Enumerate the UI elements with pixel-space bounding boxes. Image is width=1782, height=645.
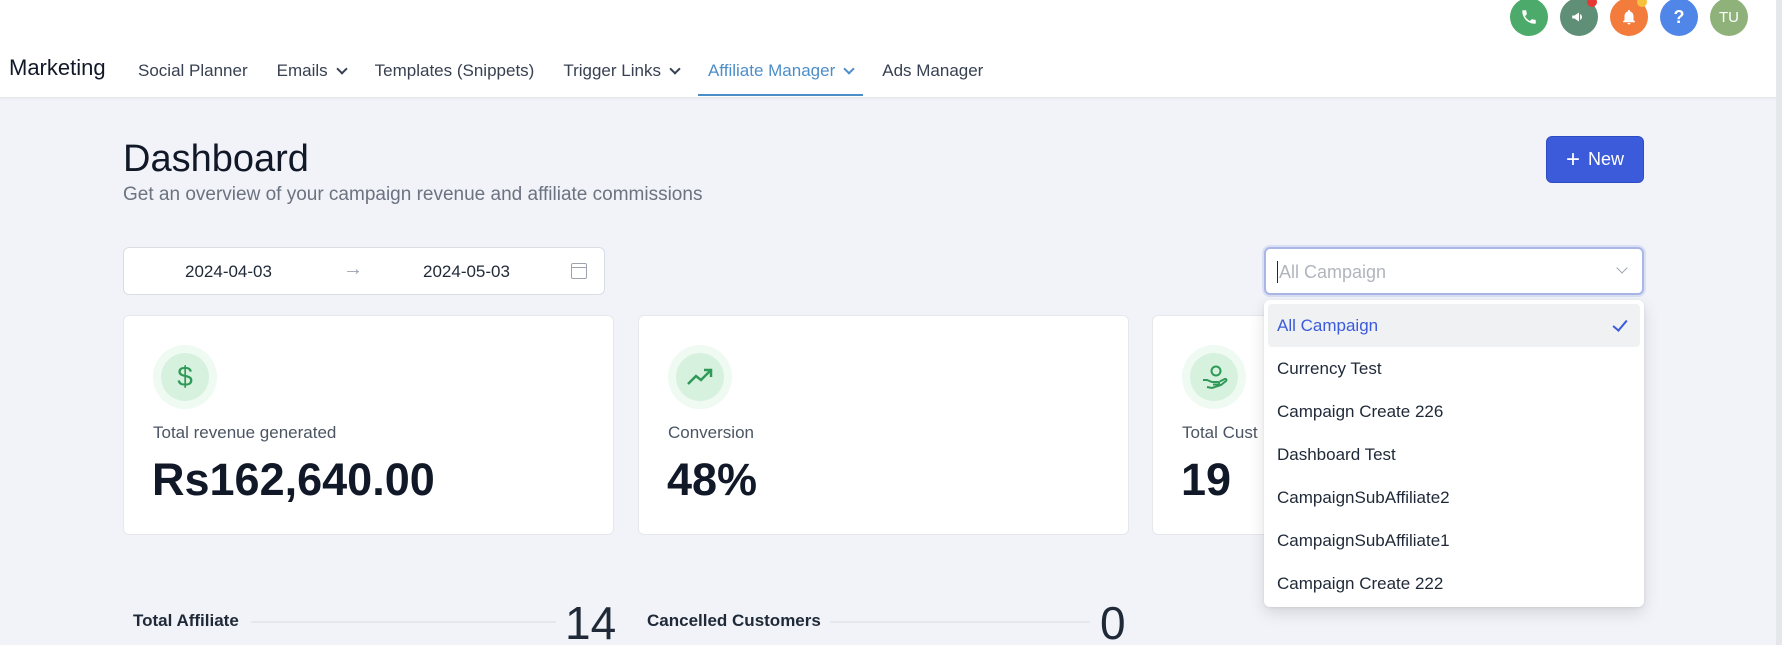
nav-label: Emails: [276, 61, 328, 80]
notification-dot: [1637, 0, 1647, 7]
chevron-down-icon: [843, 63, 855, 75]
campaign-option[interactable]: Dashboard Test: [1277, 444, 1396, 464]
card-label: Total Cust: [1182, 423, 1258, 442]
card-value: Rs162,640.00: [152, 454, 435, 505]
stat-value: 0: [1100, 597, 1126, 645]
card-value: 19: [1181, 454, 1232, 505]
nav-label: Trigger Links: [563, 61, 661, 80]
nav-ads-manager[interactable]: Ads Manager: [872, 48, 993, 94]
calendar-icon[interactable]: [571, 263, 587, 279]
text-cursor: [1277, 261, 1278, 283]
date-start-input[interactable]: 2024-04-03: [185, 262, 272, 281]
nav-label: Affiliate Manager: [707, 61, 836, 80]
nav-templates[interactable]: Templates (Snippets): [365, 48, 545, 94]
nav-social-planner[interactable]: Social Planner: [128, 48, 258, 94]
campaign-select-placeholder: All Campaign: [1279, 262, 1387, 282]
help-icon[interactable]: ?: [1660, 0, 1698, 36]
campaign-select[interactable]: All Campaign: [1264, 247, 1644, 295]
check-icon: [1612, 316, 1628, 332]
divider: [251, 621, 556, 623]
conversion-card: Conversion 48%: [638, 315, 1129, 535]
page-title: Dashboard: [123, 138, 309, 180]
arrow-right-icon: →: [343, 258, 363, 280]
chevron-down-icon: [669, 63, 681, 75]
campaign-option[interactable]: Campaign Create 222: [1277, 573, 1444, 593]
hand-coins-icon: [1182, 345, 1246, 409]
nav-affiliate-manager[interactable]: Affiliate Manager: [697, 48, 864, 96]
revenue-card: $ Total revenue generated Rs162,640.00: [123, 315, 614, 535]
stat-value: 14: [565, 597, 617, 645]
nav-trigger-links[interactable]: Trigger Links: [553, 48, 689, 94]
header-actions: ? TU: [1498, 0, 1748, 38]
campaign-option[interactable]: All Campaign: [1268, 304, 1640, 347]
campaign-option[interactable]: CampaignSubAffiliate1: [1277, 530, 1450, 550]
card-value: 48%: [667, 454, 758, 505]
divider: [830, 621, 1090, 623]
stat-total-affiliate: Total Affiliate 14: [133, 596, 617, 645]
phone-icon[interactable]: [1510, 0, 1548, 36]
stat-label: Cancelled Customers: [647, 611, 821, 630]
trending-up-icon: [668, 345, 732, 409]
card-label: Total revenue generated: [153, 423, 337, 442]
campaign-dropdown: All Campaign Currency Test Campaign Crea…: [1264, 300, 1644, 607]
campaign-option[interactable]: Currency Test: [1277, 358, 1382, 378]
nav-label: Social Planner: [138, 61, 248, 80]
chevron-down-icon: [335, 63, 348, 75]
bell-icon[interactable]: [1610, 0, 1648, 36]
card-label: Conversion: [668, 423, 754, 442]
main-nav: Social Planner Emails Templates (Snippet…: [128, 48, 1002, 98]
nav-label: Templates (Snippets): [374, 61, 535, 80]
new-button-label: New: [1588, 149, 1625, 169]
notification-dot: [1587, 0, 1597, 7]
chevron-down-icon: [1616, 262, 1628, 274]
scrollbar[interactable]: [1776, 0, 1782, 645]
stat-cancelled-customers: Cancelled Customers 0: [647, 596, 1127, 645]
campaign-option[interactable]: Campaign Create 226: [1277, 401, 1444, 421]
top-header: Marketing Social Planner Emails Template…: [0, 0, 1782, 98]
dollar-icon: $: [153, 345, 217, 409]
date-end-input[interactable]: 2024-05-03: [423, 262, 510, 281]
date-range-picker[interactable]: 2024-04-03 → 2024-05-03: [123, 247, 605, 295]
new-button[interactable]: + New: [1546, 136, 1644, 183]
campaign-option[interactable]: CampaignSubAffiliate2: [1277, 487, 1450, 507]
page-subtitle: Get an overview of your campaign revenue…: [123, 184, 703, 205]
nav-label: Ads Manager: [882, 61, 984, 80]
app-title: Marketing: [9, 55, 106, 80]
nav-emails[interactable]: Emails: [267, 48, 356, 94]
megaphone-icon[interactable]: [1560, 0, 1598, 36]
user-avatar[interactable]: TU: [1710, 0, 1748, 36]
plus-icon: +: [1565, 145, 1580, 173]
stat-label: Total Affiliate: [133, 611, 239, 630]
